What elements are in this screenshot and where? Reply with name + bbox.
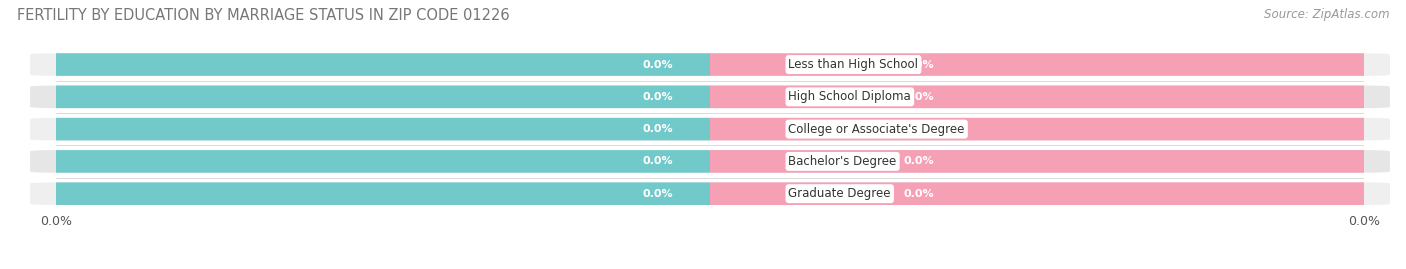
- Text: Less than High School: Less than High School: [789, 58, 918, 71]
- Text: College or Associate's Degree: College or Associate's Degree: [789, 123, 965, 136]
- Text: Source: ZipAtlas.com: Source: ZipAtlas.com: [1264, 8, 1389, 21]
- FancyBboxPatch shape: [30, 150, 1391, 173]
- Text: 0.0%: 0.0%: [643, 156, 673, 167]
- FancyBboxPatch shape: [30, 118, 1391, 140]
- Text: 0.0%: 0.0%: [643, 124, 673, 134]
- Text: 0.0%: 0.0%: [904, 59, 935, 70]
- Text: 0.0%: 0.0%: [643, 92, 673, 102]
- FancyBboxPatch shape: [30, 150, 1391, 173]
- Legend: Married, Unmarried: Married, Unmarried: [619, 264, 801, 269]
- Text: 0.0%: 0.0%: [904, 189, 935, 199]
- FancyBboxPatch shape: [30, 86, 1391, 108]
- FancyBboxPatch shape: [30, 118, 1391, 140]
- FancyBboxPatch shape: [30, 86, 1391, 108]
- Text: 0.0%: 0.0%: [643, 59, 673, 70]
- Text: Graduate Degree: Graduate Degree: [789, 187, 891, 200]
- Text: 0.0%: 0.0%: [904, 92, 935, 102]
- Text: Bachelor's Degree: Bachelor's Degree: [789, 155, 897, 168]
- FancyBboxPatch shape: [30, 53, 1391, 76]
- FancyBboxPatch shape: [30, 53, 1391, 76]
- Text: 0.0%: 0.0%: [904, 156, 935, 167]
- Text: 0.0%: 0.0%: [643, 189, 673, 199]
- Text: 0.0%: 0.0%: [904, 124, 935, 134]
- FancyBboxPatch shape: [30, 182, 1391, 205]
- FancyBboxPatch shape: [30, 150, 1391, 173]
- Text: High School Diploma: High School Diploma: [789, 90, 911, 103]
- FancyBboxPatch shape: [30, 182, 1391, 205]
- FancyBboxPatch shape: [30, 182, 1391, 205]
- FancyBboxPatch shape: [30, 86, 1391, 108]
- Text: FERTILITY BY EDUCATION BY MARRIAGE STATUS IN ZIP CODE 01226: FERTILITY BY EDUCATION BY MARRIAGE STATU…: [17, 8, 509, 23]
- FancyBboxPatch shape: [30, 53, 1391, 76]
- FancyBboxPatch shape: [30, 118, 1391, 140]
